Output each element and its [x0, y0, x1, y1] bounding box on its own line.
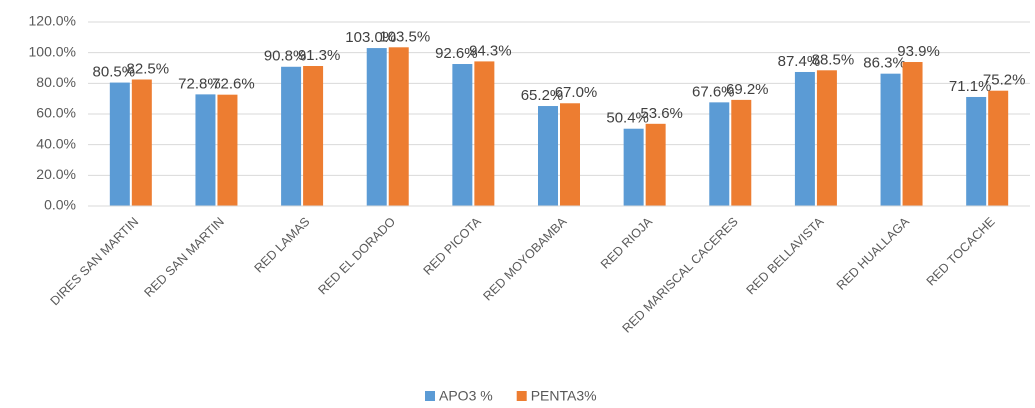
bar [709, 102, 730, 206]
bar [281, 66, 302, 206]
y-tick-label: 120.0% [29, 13, 76, 29]
bar [966, 96, 987, 206]
bar [388, 47, 409, 206]
x-tick-label: RED EL DORADO [315, 214, 398, 297]
value-label: 67.0% [555, 84, 598, 101]
y-tick-label: 80.0% [36, 74, 76, 90]
x-tick-label: RED BELLAVISTA [744, 214, 827, 297]
value-label: 103.5% [379, 28, 430, 45]
value-label: 93.9% [897, 43, 940, 60]
x-tick-label: RED HUALLAGA [834, 214, 913, 293]
bar [880, 73, 901, 206]
value-label: 72.8% [178, 75, 221, 92]
bar [538, 106, 558, 206]
bar [303, 66, 324, 206]
bar [816, 70, 837, 206]
bar [645, 123, 666, 206]
x-tick-label: RED LAMAS [252, 215, 313, 276]
value-label: 72.6% [212, 76, 255, 93]
bar [731, 99, 752, 206]
bar [452, 64, 473, 206]
value-label: 86.3% [863, 55, 906, 72]
bar [195, 94, 216, 206]
value-label: 65.2% [521, 87, 564, 104]
y-tick-label: 100.0% [29, 43, 76, 59]
bar [366, 48, 387, 206]
x-tick-label: RED MOYOBAMBA [480, 214, 569, 303]
x-tick-label: DIRES SAN MARTIN [48, 215, 142, 309]
x-tick-label: RED SAN MARTIN [142, 215, 227, 300]
value-label: 91.3% [298, 47, 341, 64]
value-label: 88.5% [812, 51, 855, 68]
legend-label: APO3 % [439, 388, 493, 404]
value-label: 71.1% [949, 78, 992, 95]
value-label: 50.4% [606, 110, 649, 127]
bar [794, 71, 815, 206]
x-tick-label: RED TOCACHE [924, 215, 998, 289]
bar [109, 82, 130, 206]
value-label: 90.8% [264, 48, 307, 65]
value-label: 87.4% [778, 53, 821, 70]
bar [902, 62, 923, 206]
value-label: 75.2% [983, 72, 1026, 89]
legend-swatch [425, 391, 435, 401]
value-label: 80.5% [93, 64, 136, 81]
value-label: 69.2% [726, 81, 769, 98]
legend-swatch [516, 391, 527, 401]
y-tick-label: 60.0% [36, 105, 76, 121]
y-tick-label: 40.0% [36, 135, 76, 151]
x-tick-label: RED RIOJA [598, 214, 656, 272]
value-label: 94.3% [469, 42, 512, 59]
bar [131, 79, 152, 206]
legend-label: PENTA3% [531, 388, 597, 404]
y-tick-label: 20.0% [36, 166, 76, 182]
bar [474, 61, 495, 207]
y-tick-label: 0.0% [44, 197, 76, 213]
value-label: 82.5% [127, 60, 170, 77]
bar [560, 103, 580, 206]
value-label: 103.0% [345, 29, 396, 46]
value-label: 67.6% [692, 83, 735, 100]
x-tick-label: RED PICOTA [421, 214, 485, 278]
bar [623, 128, 644, 206]
value-label: 92.6% [435, 45, 478, 62]
value-label: 53.6% [640, 105, 683, 122]
bar [988, 90, 1009, 206]
bar [217, 94, 238, 206]
